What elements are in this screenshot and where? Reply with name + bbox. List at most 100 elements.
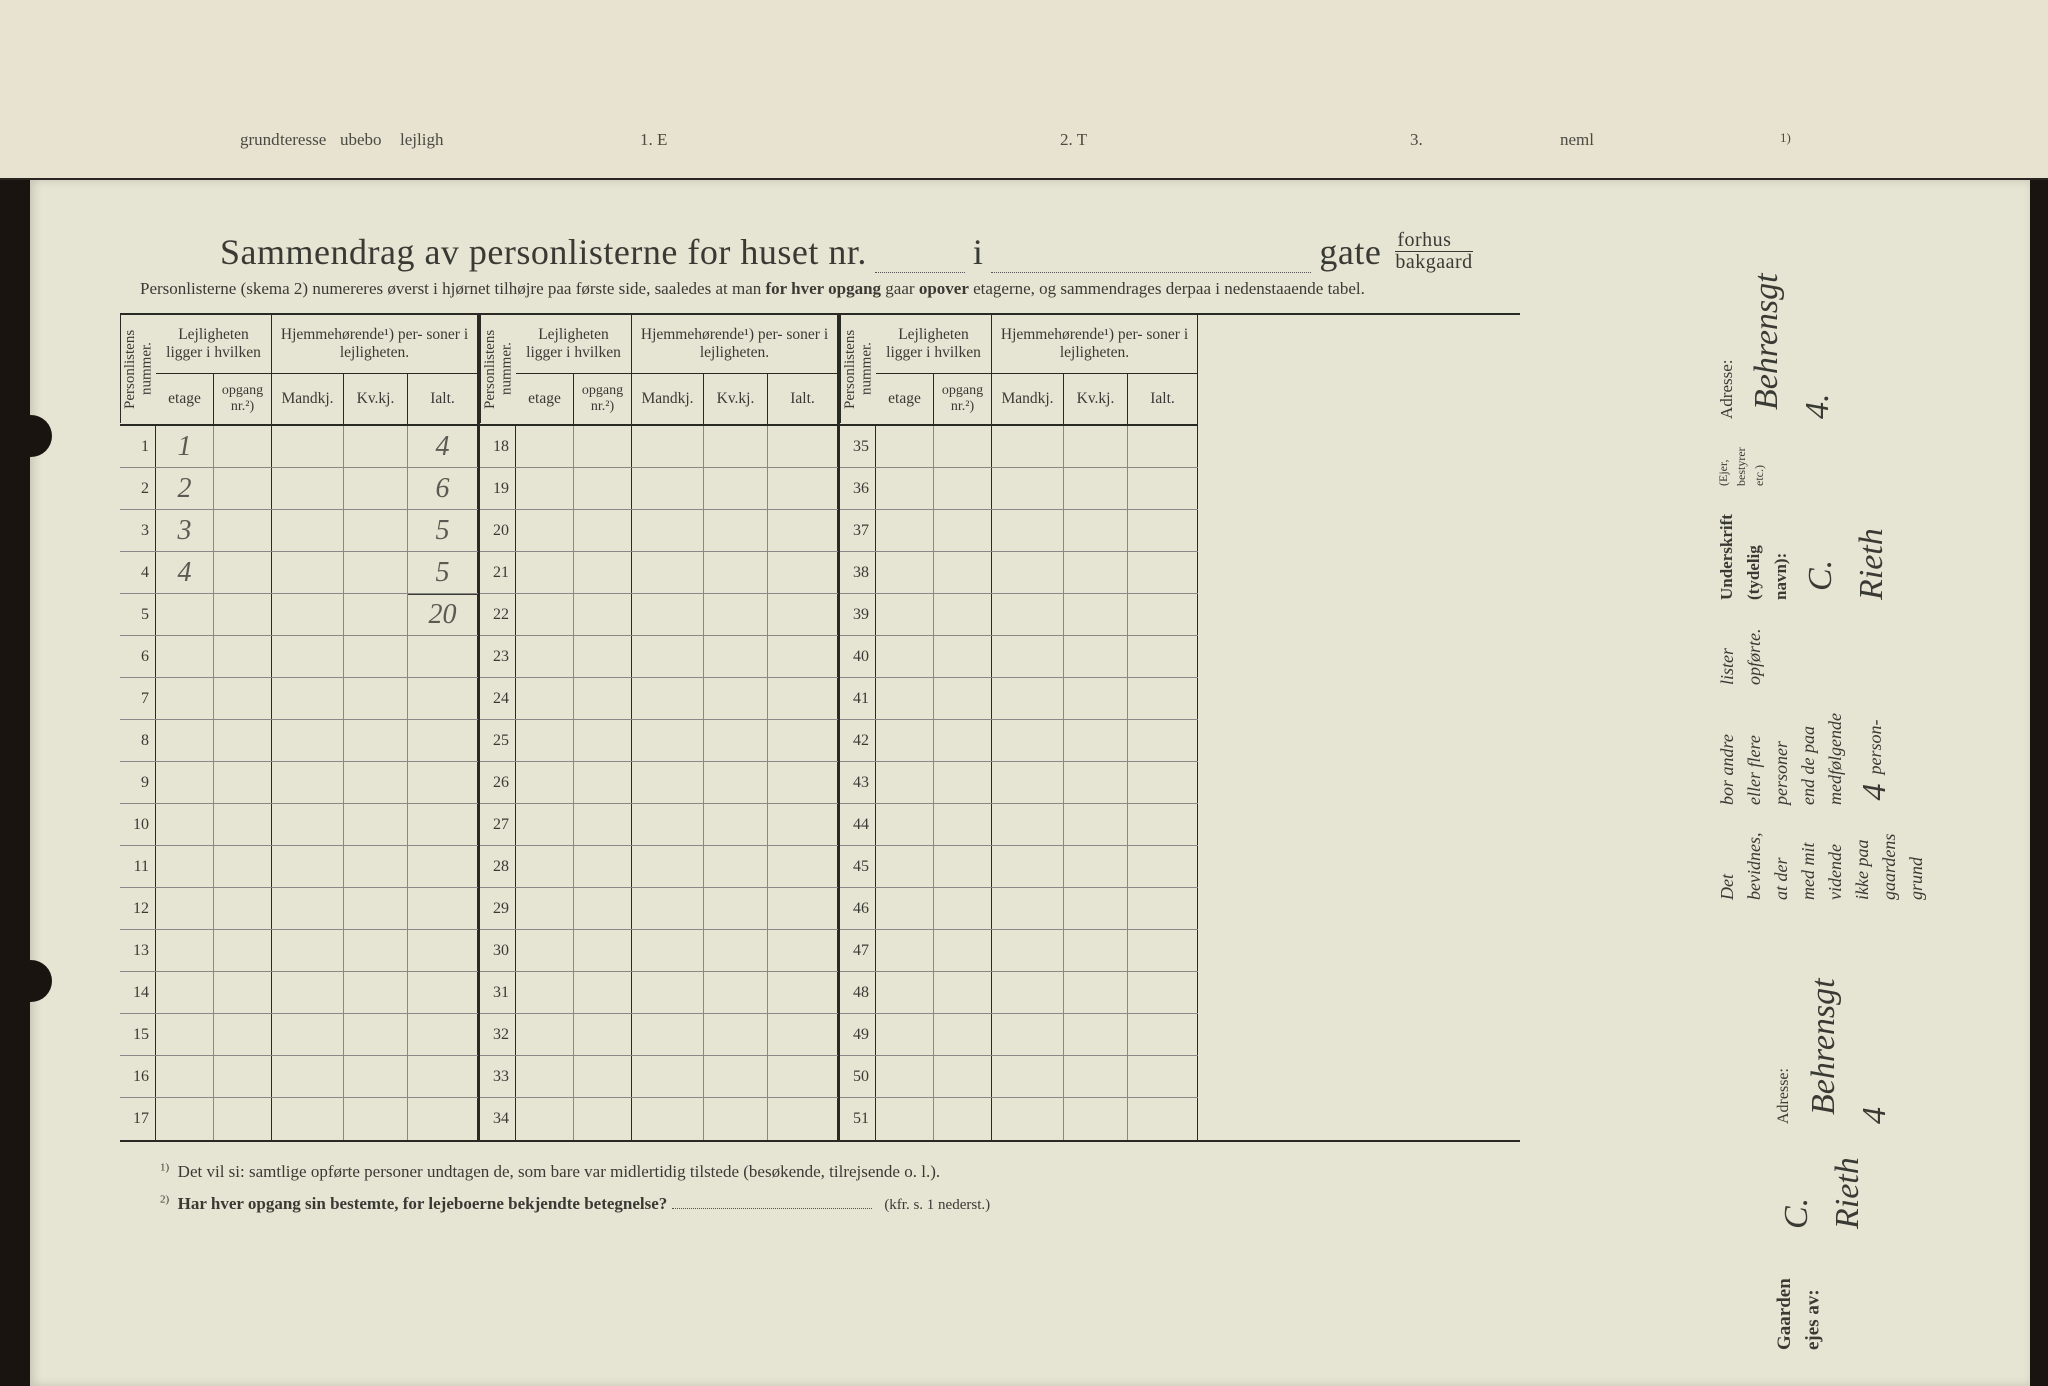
cell-etage [516,930,574,971]
row-number: 20 [480,510,516,551]
cell-kvkj [1064,1056,1128,1097]
table-row: 27 [480,804,838,846]
cell-kvkj [704,930,768,971]
cell-kvkj [344,594,408,635]
cell-opgang [934,1098,992,1140]
row-number: 27 [480,804,516,845]
cell-mandkj [992,762,1064,803]
cell-opgang [214,1014,272,1055]
col-opgang: opgang nr.²) [934,374,992,424]
row-number: 6 [120,636,156,677]
cell-ialt: 4 [408,426,478,467]
cell-etage [516,594,574,635]
row-number: 24 [480,678,516,719]
attestation-line2: bor andre eller flere personer end de pa… [1717,713,1845,805]
cell-kvkj [1064,510,1128,551]
row-number: 18 [480,426,516,467]
cell-etage [876,1014,934,1055]
cell-etage [156,720,214,761]
cell-opgang [574,930,632,971]
cell-ialt [1128,972,1198,1013]
cell-mandkj [992,930,1064,971]
cell-ialt [408,762,478,803]
table-body-2: 1819202122232425262728293031323334 [480,426,838,1140]
cell-ialt [768,762,838,803]
cell-ialt [768,888,838,929]
cell-mandkj [992,846,1064,887]
cell-opgang [574,1056,632,1097]
cell-mandkj [632,678,704,719]
cell-kvkj [704,636,768,677]
cell-kvkj [704,804,768,845]
cell-kvkj [344,888,408,929]
row-number: 14 [120,972,156,1013]
title-gate: gate [1319,231,1381,273]
table-row: 31 [480,972,838,1014]
row-number: 28 [480,846,516,887]
cell-opgang [574,426,632,467]
cell-etage [516,804,574,845]
col-kvkj: Kv.kj. [1064,374,1128,424]
row-number: 39 [840,594,876,635]
table-block-1: Personlistens nummer. Lejligheten ligger… [120,315,478,1140]
row-number: 15 [120,1014,156,1055]
handwritten-value: 2 [178,473,192,505]
cell-opgang [214,762,272,803]
cell-opgang [574,846,632,887]
table-row: 30 [480,930,838,972]
col-personlistens-nummer: Personlistens nummer. [480,315,516,423]
cell-etage [156,888,214,929]
table-row: 43 [840,762,1198,804]
row-number: 25 [480,720,516,761]
table-row: 6 [120,636,478,678]
cell-etage [516,762,574,803]
cell-opgang [934,1014,992,1055]
cell-mandkj [272,426,344,467]
bakgaard-text: bakgaard [1395,252,1472,273]
blank-house-number [875,245,965,273]
cell-etage [876,468,934,509]
row-number: 13 [120,930,156,971]
cell-kvkj [1064,888,1128,929]
adresse-handwritten: Behrensgt 4. [1748,274,1836,420]
title-text: Sammendrag av personlisterne for huset n… [220,231,867,273]
row-number: 43 [840,762,876,803]
table-row: 26 [480,762,838,804]
cell-ialt [768,1056,838,1097]
cell-ialt: 5 [408,552,478,593]
census-form-page: Sammendrag av personlisterne for huset n… [30,180,2030,1386]
cell-etage [516,720,574,761]
punch-hole [10,960,52,1002]
footnote-1: 1) Det vil si: samtlige opførte personer… [160,1156,1990,1188]
handwritten-value: 1 [178,431,192,463]
row-number: 19 [480,468,516,509]
cell-kvkj [704,1014,768,1055]
table-row: 41 [840,678,1198,720]
cell-kvkj [704,1098,768,1140]
cell-opgang [574,594,632,635]
cell-opgang [574,1098,632,1140]
cell-etage [876,426,934,467]
cell-opgang [214,510,272,551]
cell-mandkj [272,1098,344,1140]
cell-opgang [214,678,272,719]
cell-ialt [1128,846,1198,887]
cell-mandkj [632,1098,704,1140]
cell-opgang [934,930,992,971]
cell-etage [156,594,214,635]
cell-etage [516,972,574,1013]
cell-etage [156,846,214,887]
row-number: 45 [840,846,876,887]
cell-ialt [1128,804,1198,845]
cell-ialt: 6 [408,468,478,509]
table-row: 445 [120,552,478,594]
cell-ialt: 5 [408,510,478,551]
cell-kvkj [1064,426,1128,467]
col-personlistens-nummer: Personlistens nummer. [840,315,876,423]
cell-ialt [408,720,478,761]
col-etage: etage [156,374,214,424]
cell-etage [516,426,574,467]
cell-mandkj [272,762,344,803]
cell-kvkj [1064,720,1128,761]
col-mandkj: Mandkj. [992,374,1064,424]
